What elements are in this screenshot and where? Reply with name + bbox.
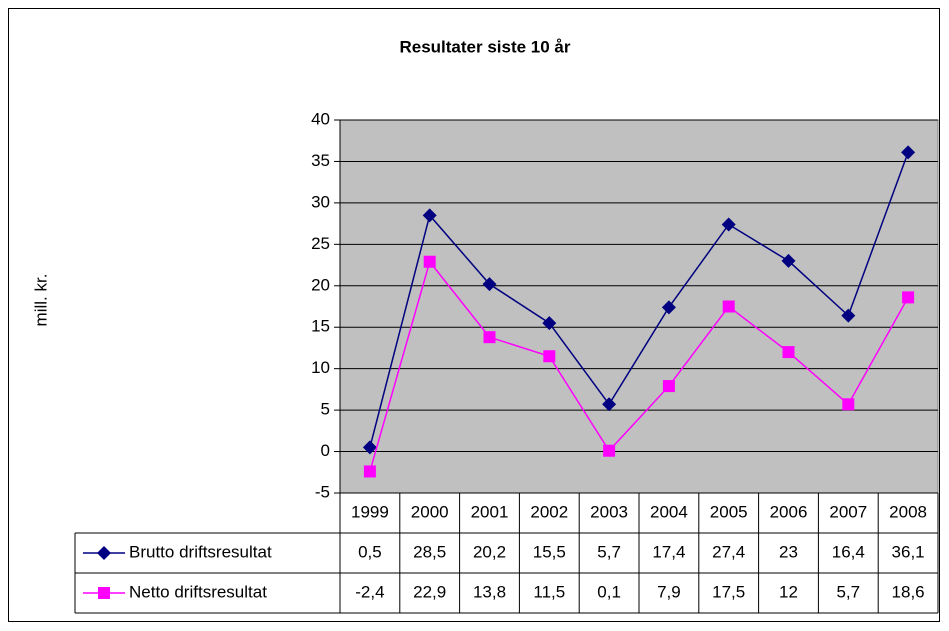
table-value: 23: [779, 542, 798, 561]
table-value: 17,4: [652, 542, 685, 561]
table-value: 17,5: [712, 582, 745, 601]
legend-label: Netto driftsresultat: [129, 582, 267, 601]
table-value: 0,5: [358, 542, 382, 561]
legend-marker: [97, 546, 111, 560]
data-point: [901, 145, 916, 160]
data-point: [483, 331, 496, 344]
data-point: [781, 253, 796, 268]
data-point: [482, 277, 497, 292]
data-point: [603, 444, 616, 457]
data-point: [543, 350, 556, 363]
data-point: [661, 300, 676, 315]
chart-title: Resultater siste 10 år: [399, 37, 570, 56]
table-value: 5,7: [597, 542, 621, 561]
data-point: [363, 465, 376, 478]
x-tick-label: 2004: [650, 502, 688, 521]
data-point: [842, 398, 855, 411]
table-value: 15,5: [533, 542, 566, 561]
x-tick-label: 2007: [829, 502, 867, 521]
y-tick-label: 25: [311, 234, 330, 253]
x-tick-label: 1999: [351, 502, 389, 521]
y-axis-label: mill. kr.: [31, 274, 50, 327]
y-tick-label: 20: [311, 275, 330, 294]
data-point: [902, 291, 915, 304]
table-value: 28,5: [413, 542, 446, 561]
table-value: 27,4: [712, 542, 745, 561]
x-tick-label: 2000: [411, 502, 449, 521]
table-value: 7,9: [657, 582, 681, 601]
x-tick-label: 2001: [471, 502, 509, 521]
y-tick-label: -5: [315, 482, 330, 501]
series-line: [369, 152, 909, 448]
data-point: [602, 397, 617, 412]
table-value: 22,9: [413, 582, 446, 601]
data-point: [722, 300, 735, 313]
data-point: [782, 346, 795, 359]
data-point: [841, 308, 856, 323]
data-point: [422, 208, 437, 223]
data-point: [542, 316, 557, 331]
table-value: 11,5: [533, 582, 565, 601]
table-value: 12: [779, 582, 798, 601]
y-tick-label: 5: [321, 400, 330, 419]
y-tick-label: 15: [311, 317, 330, 336]
x-tick-label: 2008: [889, 502, 927, 521]
series-line: [369, 260, 909, 472]
table-value: 18,6: [892, 582, 925, 601]
data-point: [721, 217, 736, 232]
x-tick-label: 2005: [710, 502, 748, 521]
table-value: 0,1: [597, 582, 621, 601]
data-point: [423, 255, 436, 268]
x-tick-label: 2002: [530, 502, 568, 521]
table-value: 13,8: [473, 582, 506, 601]
y-tick-label: 35: [311, 151, 330, 170]
x-tick-label: 2006: [770, 502, 808, 521]
table-value: 20,2: [473, 542, 506, 561]
y-tick-label: 40: [311, 109, 330, 128]
table-value: 36,1: [892, 542, 925, 561]
x-tick-label: 2003: [590, 502, 628, 521]
table-value: 5,7: [836, 582, 860, 601]
table-value: 16,4: [832, 542, 865, 561]
legend-marker: [98, 587, 110, 599]
table-value: -2,4: [355, 582, 384, 601]
y-tick-label: 10: [311, 358, 330, 377]
data-point: [662, 380, 675, 393]
y-tick-label: 30: [311, 192, 330, 211]
data-point: [362, 440, 377, 455]
plot-area: [339, 119, 939, 494]
y-tick-label: 0: [321, 441, 330, 460]
legend-label: Brutto driftsresultat: [129, 542, 272, 561]
